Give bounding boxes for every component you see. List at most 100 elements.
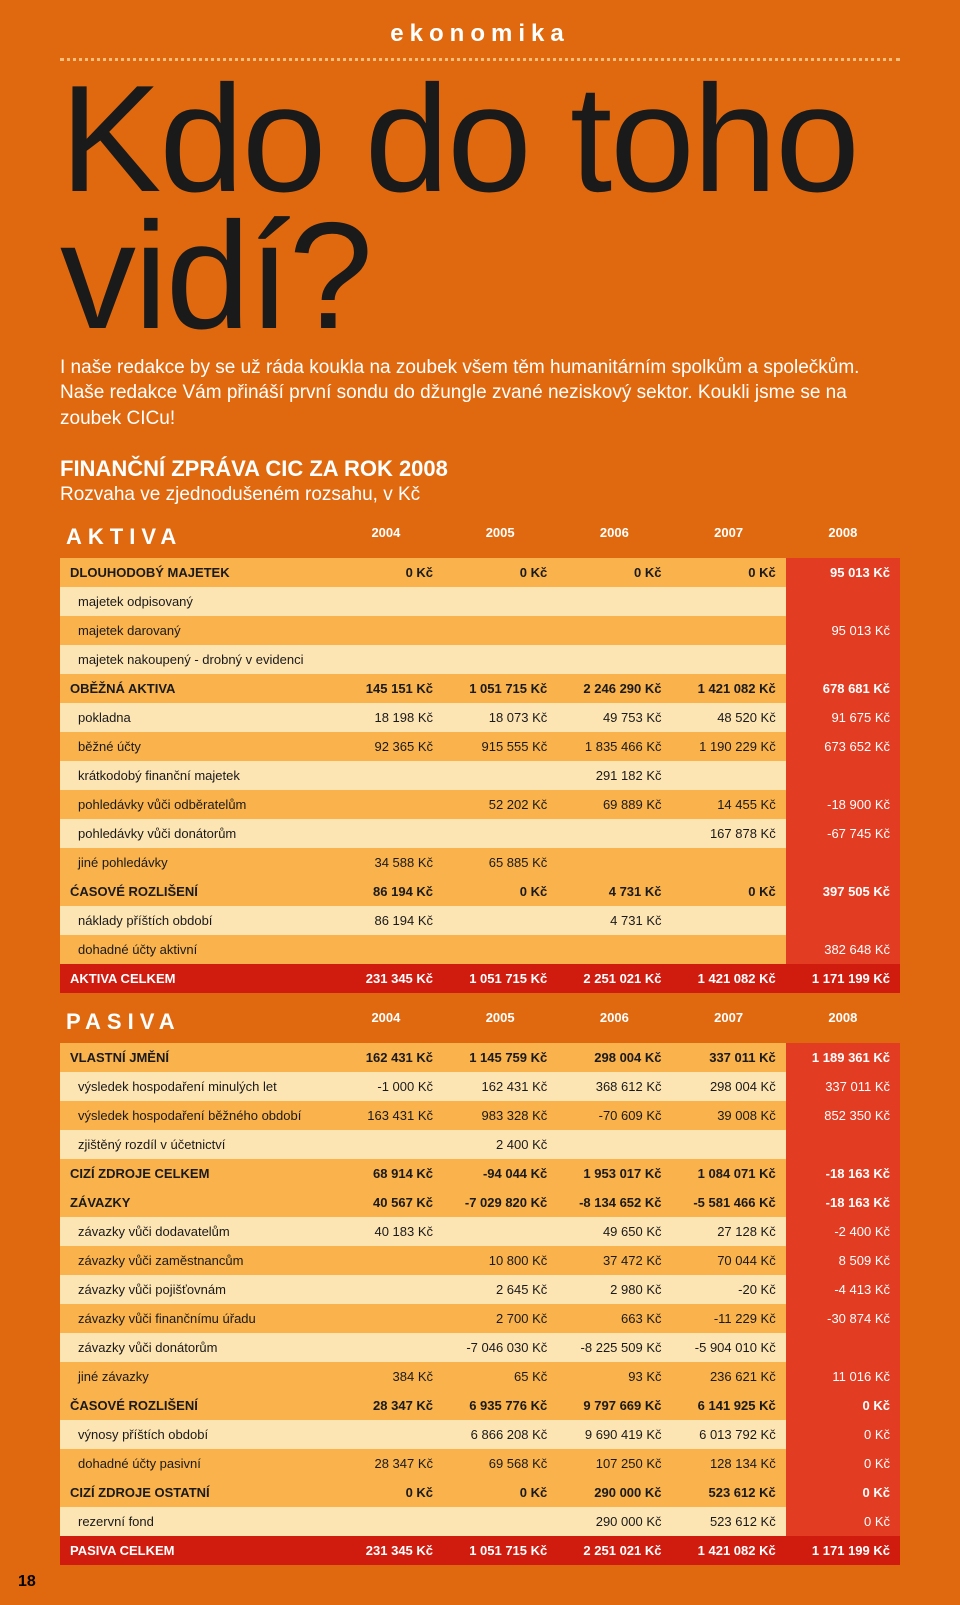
page-title: Kdo do toho vidí?: [60, 71, 900, 345]
cell: 10 800 Kč: [443, 1246, 557, 1275]
table-row: VLASTNÍ JMĚNÍ162 431 Kč1 145 759 Kč298 0…: [60, 1043, 900, 1072]
cell: 0 Kč: [329, 558, 443, 587]
cell: 6 141 925 Kč: [672, 1391, 786, 1420]
cell: 65 885 Kč: [443, 848, 557, 877]
cell: 1 421 082 Kč: [672, 674, 786, 703]
row-label: dohadné účty pasivní: [60, 1449, 329, 1478]
cell: [557, 1130, 671, 1159]
cell: -8 225 509 Kč: [557, 1333, 671, 1362]
table-row: majetek nakoupený - drobný v evidenci: [60, 645, 900, 674]
cell: 49 753 Kč: [557, 703, 671, 732]
table-row: pohledávky vůči donátorům167 878 Kč-67 7…: [60, 819, 900, 848]
cell: 86 194 Kč: [329, 877, 443, 906]
table-row: AKTIVA CELKEM231 345 Kč1 051 715 Kč2 251…: [60, 964, 900, 993]
table-row: rezervní fond290 000 Kč523 612 Kč0 Kč: [60, 1507, 900, 1536]
row-label: OBĚŽNÁ AKTIVA: [60, 674, 329, 703]
cell: 128 134 Kč: [672, 1449, 786, 1478]
table-row: náklady příštích období86 194 Kč4 731 Kč: [60, 906, 900, 935]
cell: [443, 587, 557, 616]
cell: [672, 761, 786, 790]
row-label: pokladna: [60, 703, 329, 732]
cell: 1 084 071 Kč: [672, 1159, 786, 1188]
cell: 290 000 Kč: [557, 1478, 671, 1507]
cell: 18 198 Kč: [329, 703, 443, 732]
cell: [329, 1304, 443, 1333]
cell: 48 520 Kč: [672, 703, 786, 732]
cell: -8 134 652 Kč: [557, 1188, 671, 1217]
cell: [557, 645, 671, 674]
cell: 1 190 229 Kč: [672, 732, 786, 761]
cell: 27 128 Kč: [672, 1217, 786, 1246]
cell: -20 Kč: [672, 1275, 786, 1304]
year-header: 2004: [329, 993, 443, 1043]
cell: 0 Kč: [672, 877, 786, 906]
row-label: jiné pohledávky: [60, 848, 329, 877]
cell: [557, 819, 671, 848]
row-label: CIZÍ ZDROJE OSTATNÍ: [60, 1478, 329, 1507]
cell: [329, 761, 443, 790]
year-header: 2007: [672, 508, 786, 558]
cell: 6 013 792 Kč: [672, 1420, 786, 1449]
cell: 298 004 Kč: [672, 1072, 786, 1101]
cell: [443, 1507, 557, 1536]
row-label: výsledek hospodaření minulých let: [60, 1072, 329, 1101]
cell: 1 421 082 Kč: [672, 964, 786, 993]
table-row: dohadné účty aktivní382 648 Kč: [60, 935, 900, 964]
cell: [329, 790, 443, 819]
table-row: dohadné účty pasivní28 347 Kč69 568 Kč10…: [60, 1449, 900, 1478]
cell: 107 250 Kč: [557, 1449, 671, 1478]
pasiva-heading: PASIVA: [60, 993, 329, 1043]
cell: 70 044 Kč: [672, 1246, 786, 1275]
cell: -5 581 466 Kč: [672, 1188, 786, 1217]
cell: 983 328 Kč: [443, 1101, 557, 1130]
cell: 523 612 Kč: [672, 1507, 786, 1536]
cell: 397 505 Kč: [786, 877, 900, 906]
cell: [672, 587, 786, 616]
table-row: závazky vůči dodavatelům40 183 Kč49 650 …: [60, 1217, 900, 1246]
table-row: ĆASOVÉ ROZLIŠENÍ86 194 Kč0 Kč4 731 Kč0 K…: [60, 877, 900, 906]
cell: -18 163 Kč: [786, 1159, 900, 1188]
table-row: výnosy příštích období6 866 208 Kč9 690 …: [60, 1420, 900, 1449]
cell: 0 Kč: [443, 877, 557, 906]
cell: [786, 1130, 900, 1159]
row-label: CIZÍ ZDROJE CELKEM: [60, 1159, 329, 1188]
cell: [672, 935, 786, 964]
cell: [786, 645, 900, 674]
cell: [672, 848, 786, 877]
cell: 523 612 Kč: [672, 1478, 786, 1507]
table-row: PASIVA CELKEM231 345 Kč1 051 715 Kč2 251…: [60, 1536, 900, 1565]
cell: [672, 616, 786, 645]
cell: -94 044 Kč: [443, 1159, 557, 1188]
cell: 1 835 466 Kč: [557, 732, 671, 761]
row-label: běžné účty: [60, 732, 329, 761]
year-header: 2006: [557, 993, 671, 1043]
table-row: běžné účty92 365 Kč915 555 Kč1 835 466 K…: [60, 732, 900, 761]
table-row: OBĚŽNÁ AKTIVA145 151 Kč1 051 715 Kč2 246…: [60, 674, 900, 703]
aktiva-table: AKTIVA 2004 2005 2006 2007 2008 DLOUHODO…: [60, 508, 900, 993]
cell: [329, 1275, 443, 1304]
cell: -4 413 Kč: [786, 1275, 900, 1304]
cell: [329, 1130, 443, 1159]
cell: [443, 819, 557, 848]
table-row: DLOUHODOBÝ MAJETEK0 Kč0 Kč0 Kč0 Kč95 013…: [60, 558, 900, 587]
cell: 0 Kč: [786, 1449, 900, 1478]
aktiva-heading: AKTIVA: [60, 508, 329, 558]
cell: 0 Kč: [786, 1420, 900, 1449]
cell: 291 182 Kč: [557, 761, 671, 790]
cell: 231 345 Kč: [329, 964, 443, 993]
cell: 384 Kč: [329, 1362, 443, 1391]
cell: 1 189 361 Kč: [786, 1043, 900, 1072]
table-row: výsledek hospodaření běžného období163 4…: [60, 1101, 900, 1130]
table-row: pokladna18 198 Kč18 073 Kč49 753 Kč48 52…: [60, 703, 900, 732]
cell: [557, 935, 671, 964]
cell: [557, 616, 671, 645]
table-row: krátkodobý finanční majetek291 182 Kč: [60, 761, 900, 790]
cell: 65 Kč: [443, 1362, 557, 1391]
cell: 40 183 Kč: [329, 1217, 443, 1246]
cell: [786, 587, 900, 616]
year-header: 2005: [443, 508, 557, 558]
cell: [557, 848, 671, 877]
cell: 4 731 Kč: [557, 906, 671, 935]
cell: 92 365 Kč: [329, 732, 443, 761]
cell: 1 421 082 Kč: [672, 1536, 786, 1565]
